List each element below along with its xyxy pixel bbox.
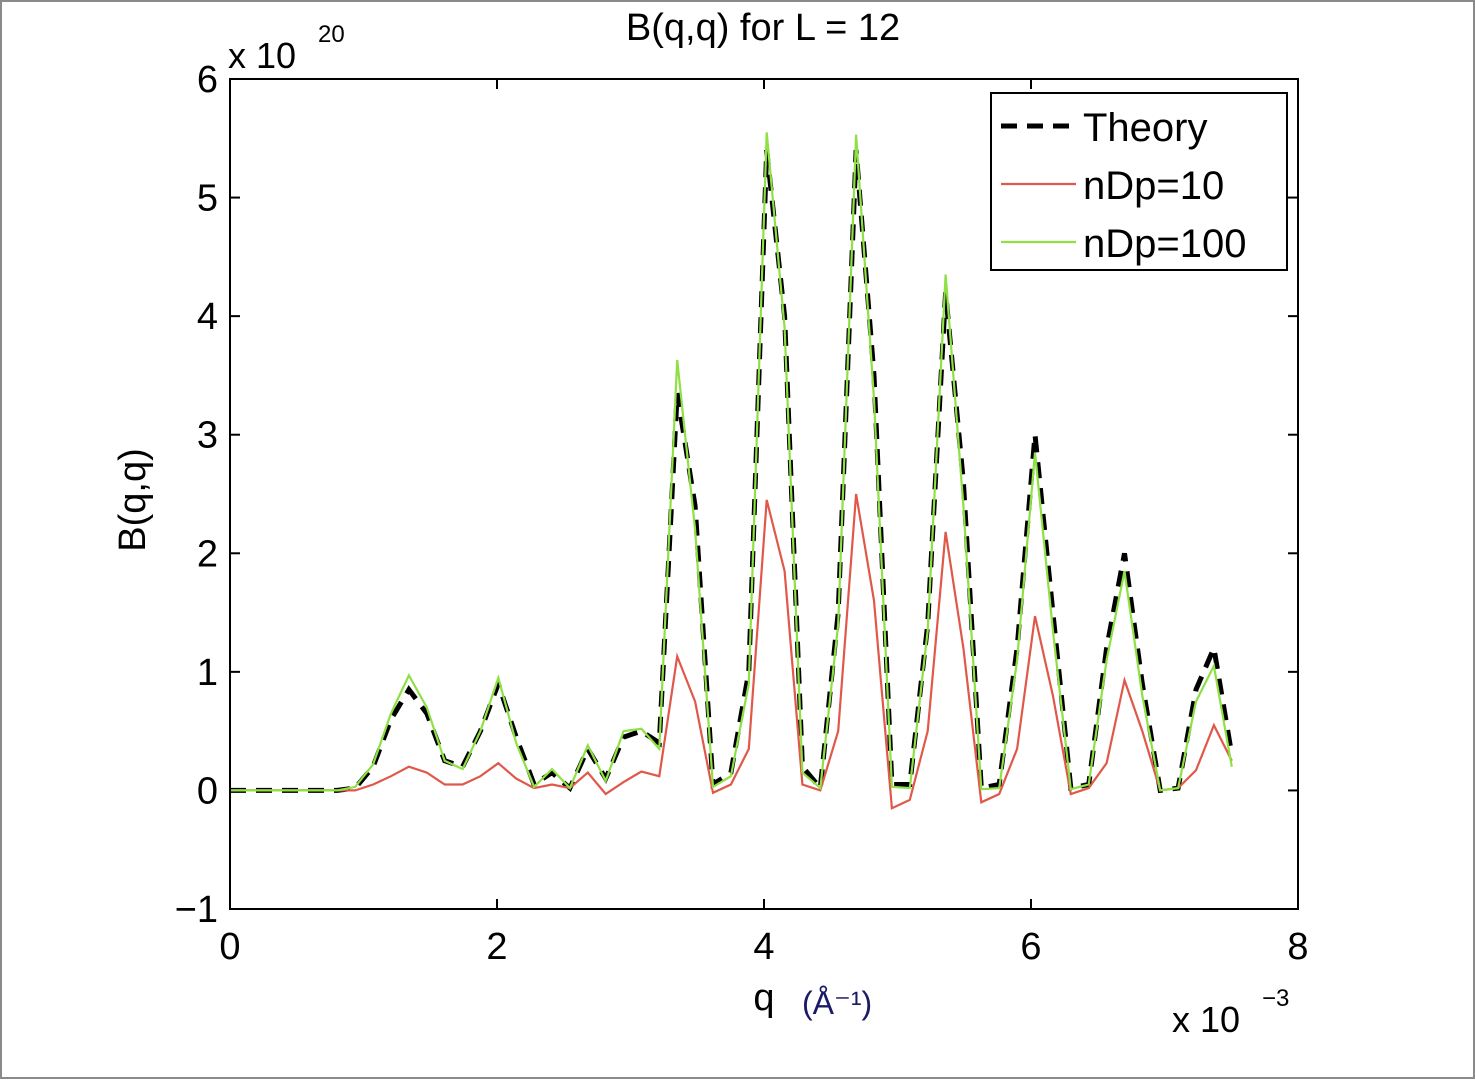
x-tick-label: 6 bbox=[1020, 926, 1041, 968]
series-line bbox=[230, 132, 1233, 792]
x-axis-unit: (Å⁻¹) bbox=[802, 985, 872, 1021]
y-multiplier: x 10 bbox=[228, 35, 296, 76]
y-axis-label: B(q,q) bbox=[112, 448, 154, 551]
x-tick-label: 4 bbox=[753, 926, 774, 968]
y-tick-label: 2 bbox=[197, 533, 218, 575]
legend-label: nDp=100 bbox=[1083, 222, 1246, 266]
y-multiplier-exp: 20 bbox=[318, 21, 345, 48]
x-multiplier: x 10 bbox=[1172, 999, 1240, 1040]
y-tick-label: 5 bbox=[197, 178, 218, 220]
series-line bbox=[230, 493, 1233, 810]
x-axis-label: q bbox=[753, 977, 774, 1019]
legend-box bbox=[990, 92, 1288, 271]
axes-box bbox=[229, 78, 1299, 910]
x-multiplier-exp: −3 bbox=[1262, 985, 1289, 1012]
chart-title: B(q,q) for L = 12 bbox=[626, 7, 900, 49]
y-tick-label: 6 bbox=[197, 59, 218, 101]
y-tick-label: 0 bbox=[197, 770, 218, 812]
y-tick-label: −1 bbox=[175, 889, 218, 931]
x-tick-label: 8 bbox=[1287, 926, 1308, 968]
y-tick-label: 1 bbox=[197, 652, 218, 694]
legend-label: nDp=10 bbox=[1083, 164, 1224, 208]
y-tick-label: 3 bbox=[197, 415, 218, 457]
x-tick-label: 2 bbox=[486, 926, 507, 968]
legend-label: Theory bbox=[1083, 106, 1208, 150]
y-tick-label: 4 bbox=[197, 296, 218, 338]
x-tick-label: 0 bbox=[219, 926, 240, 968]
